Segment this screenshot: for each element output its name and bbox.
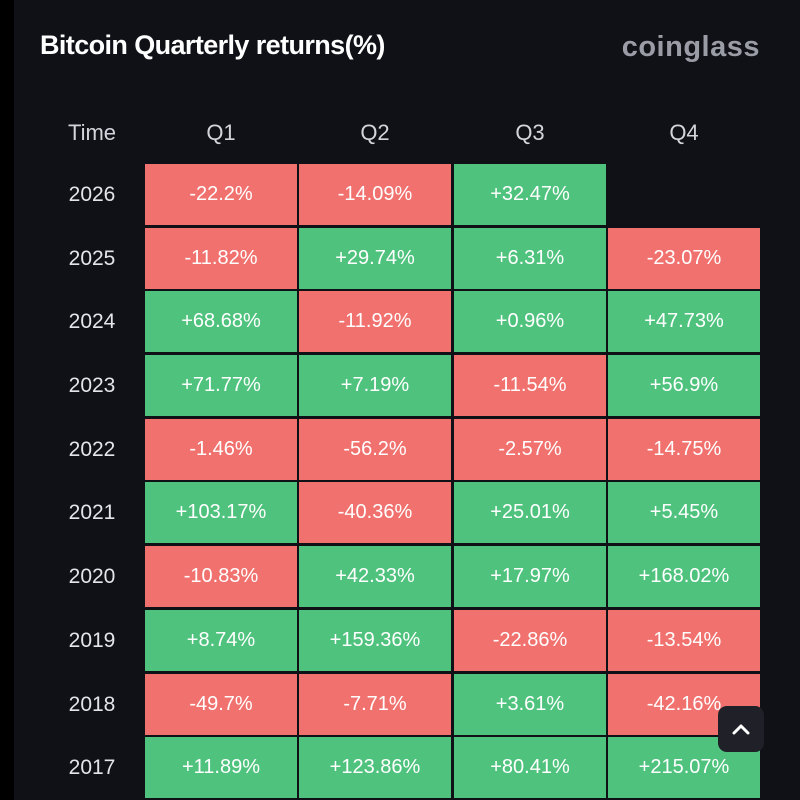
year-label: 2018 <box>68 692 116 716</box>
table-row: 2024 +68.68% -11.92% +0.96% +47.73% <box>0 291 800 355</box>
returns-table: 2026 -22.2% -14.09% +32.47% 2025 -11.82% +29.7… <box>0 164 800 800</box>
return-cell-q1[interactable]: -22.2% <box>145 164 297 225</box>
return-cell-q2[interactable]: +42.33% <box>299 546 451 608</box>
return-cell-q4[interactable]: -23.07% <box>608 227 760 289</box>
return-cell-q1[interactable]: -10.83% <box>145 546 297 608</box>
table-header: Time Q1 Q2 Q3 Q4 <box>0 116 800 150</box>
return-cell-q1[interactable]: +103.17% <box>145 482 297 544</box>
return-cell-q4[interactable]: -13.54% <box>608 609 760 671</box>
return-cell-q3[interactable]: -22.86% <box>454 609 606 671</box>
year-label: 2022 <box>68 437 116 461</box>
return-cell-q1[interactable]: +8.74% <box>145 609 297 671</box>
column-header-q1[interactable]: Q1 <box>206 120 236 145</box>
return-cell-q3[interactable]: -11.54% <box>454 355 606 417</box>
brand-logo: coinglass <box>621 31 760 63</box>
return-cell-q2[interactable]: -56.2% <box>299 418 451 480</box>
return-cell-q4[interactable]: +47.73% <box>608 291 760 353</box>
return-cell-q4[interactable]: +5.45% <box>608 482 760 544</box>
year-label: 2020 <box>68 565 116 589</box>
column-header-time[interactable]: Time <box>67 120 117 145</box>
return-cell-q3[interactable]: +6.31% <box>454 227 606 289</box>
return-cell-q2[interactable]: +123.86% <box>299 737 451 799</box>
return-cell-q3[interactable]: +3.61% <box>454 673 606 735</box>
year-label: 2023 <box>68 374 116 398</box>
return-cell-q3[interactable]: +80.41% <box>454 737 606 799</box>
table-row: 2022 -1.46% -56.2% -2.57% -14.75% <box>0 418 800 483</box>
return-cell-q1[interactable]: +68.68% <box>145 291 297 353</box>
return-cell-q2[interactable]: -14.09% <box>299 164 451 225</box>
table-row: 2021 +103.17% -40.36% +25.01% +5.45% <box>0 482 800 546</box>
return-cell-q3[interactable]: +32.47% <box>454 164 606 225</box>
table-row: 2023 +71.77% +7.19% -11.54% +56.9% <box>0 355 800 419</box>
page-title: Bitcoin Quarterly returns(%) <box>40 30 385 60</box>
table-row: 2019 +8.74% +159.36% -22.86% -13.54% <box>0 609 800 674</box>
return-cell-q3[interactable]: +0.96% <box>454 291 606 353</box>
year-label: 2021 <box>68 501 116 525</box>
year-label: 2017 <box>68 756 116 780</box>
return-cell-q4[interactable]: -14.75% <box>608 418 760 480</box>
return-cell-q2[interactable]: +159.36% <box>299 609 451 671</box>
return-cell-q1[interactable]: -11.82% <box>145 227 297 289</box>
return-cell-q2[interactable]: -7.71% <box>299 673 451 735</box>
scroll-to-top-button[interactable] <box>718 706 764 752</box>
table-row: 2017 +11.89% +123.86% +80.41% +215.07% <box>0 737 800 800</box>
return-cell-q3[interactable]: +25.01% <box>454 482 606 544</box>
return-cell-q2[interactable]: +29.74% <box>299 227 451 289</box>
column-header-q4[interactable]: Q4 <box>669 120 699 145</box>
year-label: 2019 <box>68 628 116 652</box>
screen-edge <box>0 0 14 800</box>
return-cell-q1[interactable]: -49.7% <box>145 673 297 735</box>
return-cell-q1[interactable]: -1.46% <box>145 418 297 480</box>
return-cell-q1[interactable]: +71.77% <box>145 355 297 417</box>
return-cell-q2[interactable]: -40.36% <box>299 482 451 544</box>
table-row: 2018 -49.7% -7.71% +3.61% -42.16% <box>0 673 800 738</box>
return-cell-q3[interactable]: +17.97% <box>454 546 606 608</box>
return-cell-q2[interactable]: +7.19% <box>299 355 451 417</box>
table-row: 2025 -11.82% +29.74% +6.31% -23.07% <box>0 227 800 292</box>
column-header-q3[interactable]: Q3 <box>515 120 545 145</box>
year-label: 2024 <box>68 310 116 334</box>
return-cell-q3[interactable]: -2.57% <box>454 418 606 480</box>
year-label: 2025 <box>68 246 116 270</box>
column-header-q2[interactable]: Q2 <box>360 120 390 145</box>
chevron-up-icon <box>732 724 750 735</box>
return-cell-q4[interactable]: +168.02% <box>608 546 760 608</box>
return-cell-q4[interactable]: +56.9% <box>608 355 760 417</box>
return-cell-q2[interactable]: -11.92% <box>299 291 451 353</box>
year-label: 2026 <box>68 183 116 206</box>
return-cell-q1[interactable]: +11.89% <box>145 737 297 799</box>
table-row: 2026 -22.2% -14.09% +32.47% <box>0 164 800 228</box>
table-row: 2020 -10.83% +42.33% +17.97% +168.02% <box>0 546 800 610</box>
